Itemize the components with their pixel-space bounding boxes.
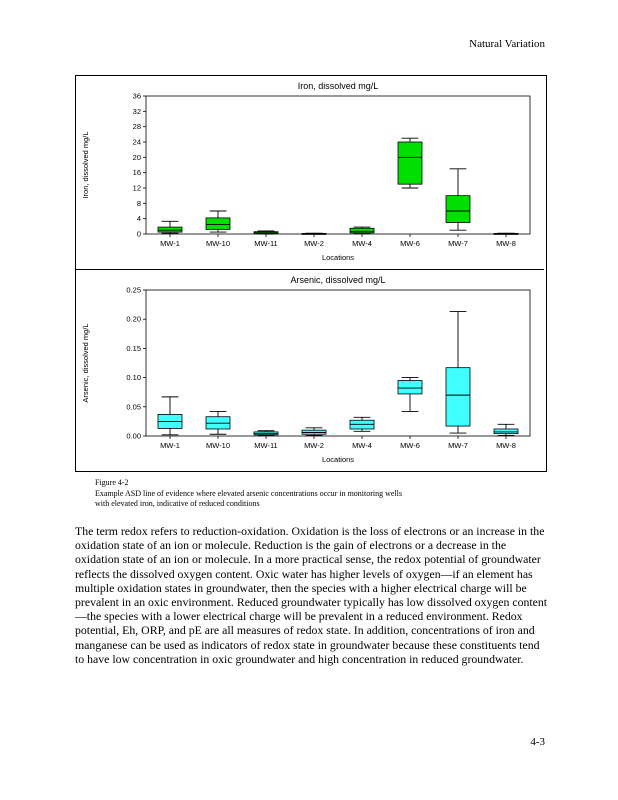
box-MW-2	[301, 427, 327, 436]
y-tick-label: 4	[137, 214, 141, 223]
x-tick-label: MW-7	[448, 239, 468, 248]
box-MW-4	[349, 226, 375, 235]
x-tick-label: MW-1	[160, 239, 180, 248]
page-number: 4-3	[530, 736, 545, 748]
y-tick-label: 20	[133, 153, 141, 162]
x-tick-label: MW-6	[400, 239, 420, 248]
box-MW-8	[493, 423, 519, 436]
y-tick-label: 0	[137, 230, 141, 239]
arsenic-boxplot-chart: Arsenic, dissolved mg/L 0.00 0.05 0.10 0.15 0…	[81, 275, 531, 464]
iron-boxplot-chart: Iron, dissolved mg/L 0 4 8 12 16 20 24 28 32 36 MW-…	[81, 81, 531, 262]
figure-caption-text: Example ASD line of evidence where eleva…	[95, 489, 403, 508]
page-header: Natural Variation	[469, 38, 545, 50]
plot-area	[145, 289, 531, 437]
y-axis-label: Arsenic, dissolved mg/L	[81, 323, 90, 402]
x-tick-label: MW-1	[160, 441, 180, 450]
y-tick-label: 0.15	[126, 344, 141, 353]
box-MW-4	[349, 416, 375, 432]
box-MW-1	[157, 396, 183, 436]
y-tick-label: 36	[133, 92, 141, 101]
box-MW-7	[445, 168, 471, 231]
x-tick-label: MW-8	[496, 239, 516, 248]
y-tick-label: 24	[133, 138, 141, 147]
figure-caption: Figure 4-2 Example ASD line of evidence …	[95, 478, 435, 509]
x-tick-label: MW-4	[352, 441, 372, 450]
box-MW-6	[397, 137, 423, 189]
x-tick-label: MW-8	[496, 441, 516, 450]
x-tick-label: MW-6	[400, 441, 420, 450]
box-MW-10	[205, 411, 231, 435]
box-MW-2	[301, 232, 327, 235]
box-MW-7	[445, 311, 471, 434]
box-MW-6	[397, 377, 423, 412]
figure-label: Figure 4-2	[95, 478, 129, 487]
body-paragraph: The term redox refers to reduction-oxida…	[75, 524, 548, 666]
x-tick-label: MW-10	[206, 441, 230, 450]
x-tick-label: MW-4	[352, 239, 372, 248]
x-tick-label: MW-7	[448, 441, 468, 450]
chart-title: Arsenic, dissolved mg/L	[290, 275, 385, 285]
plot-area	[145, 95, 531, 235]
box-MW-8	[493, 232, 519, 235]
box-MW-1	[157, 220, 183, 234]
iron-chart-panel: Iron, dissolved mg/L 0 4 8 12 16 20 24 28 32 36 MW-…	[76, 76, 544, 270]
y-tick-label: 32	[133, 107, 141, 116]
y-tick-label: 8	[137, 199, 141, 208]
y-tick-label: 16	[133, 168, 141, 177]
y-tick-label: 0.05	[126, 402, 141, 411]
x-tick-label: MW-11	[254, 239, 277, 248]
x-axis-label: Locations	[322, 253, 354, 262]
y-tick-label: 12	[133, 184, 141, 193]
x-tick-label: MW-10	[206, 239, 230, 248]
y-tick-label: 28	[133, 122, 141, 131]
box-MW-11	[253, 230, 279, 235]
x-tick-label: MW-11	[254, 441, 277, 450]
y-tick-label: 0.20	[126, 315, 141, 324]
x-tick-label: MW-2	[304, 239, 324, 248]
y-axis-label: Iron, dissolved mg/L	[81, 131, 90, 198]
x-axis-label: Locations	[322, 455, 354, 464]
y-tick-label: 0.00	[126, 432, 141, 441]
box-MW-10	[205, 210, 231, 233]
y-tick-label: 0.10	[126, 373, 141, 382]
box-MW-11	[253, 430, 279, 436]
chart-title: Iron, dissolved mg/L	[298, 81, 379, 91]
y-tick-label: 0.25	[126, 286, 141, 295]
arsenic-chart-panel: Arsenic, dissolved mg/L 0.00 0.05 0.10 0.15 0…	[76, 270, 544, 471]
figure-4-2: Iron, dissolved mg/L 0 4 8 12 16 20 24 28 32 36 MW-…	[75, 75, 547, 472]
x-tick-label: MW-2	[304, 441, 324, 450]
